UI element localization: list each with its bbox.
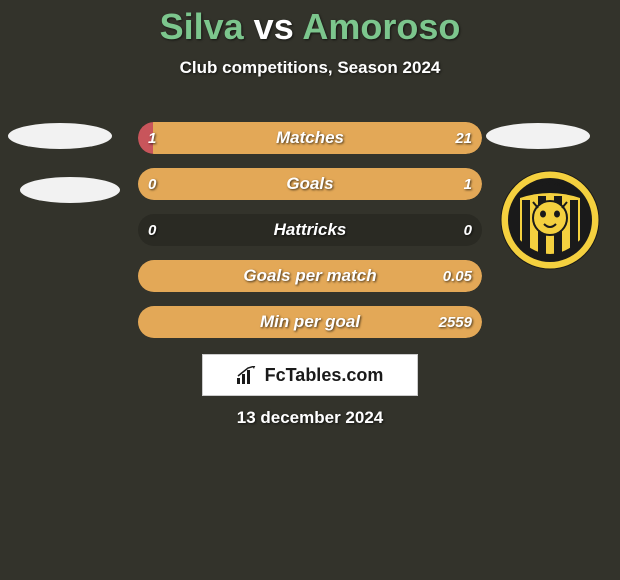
- player1-club-placeholder: [20, 177, 120, 203]
- title-player2: Amoroso: [302, 6, 460, 47]
- title-player1: Silva: [160, 6, 244, 47]
- stat-bar: Goals0 1: [138, 168, 482, 200]
- brand-chart-icon: [237, 366, 259, 384]
- player1-avatar-placeholder: [8, 123, 112, 149]
- date-text: 13 december 2024: [0, 408, 620, 428]
- stat-bar-right-value: 0: [464, 214, 472, 246]
- stat-bar: Matches1 21: [138, 122, 482, 154]
- stat-bar-right-value: 1: [464, 168, 472, 200]
- stat-bar-label: Min per goal: [138, 306, 482, 338]
- comparison-bars: Matches121Goals01Hattricks00Goals per ma…: [138, 122, 482, 352]
- club-badge-svg: THE STRONGEST: [500, 170, 600, 270]
- stat-bar-label: Hattricks: [138, 214, 482, 246]
- subtitle: Club competitions, Season 2024: [0, 58, 620, 78]
- player2-avatar-placeholder: [486, 123, 590, 149]
- stat-bar: Hattricks0 0: [138, 214, 482, 246]
- stat-bar-left-value: 1: [148, 122, 156, 154]
- stat-bar-right-value: 0.05: [443, 260, 472, 292]
- brand-text: FcTables.com: [265, 365, 384, 386]
- stat-bar-right-value: 21: [455, 122, 472, 154]
- player2-club-badge: THE STRONGEST: [500, 170, 600, 270]
- stat-bar-label: Matches: [138, 122, 482, 154]
- stat-bar-left-value: 0: [148, 214, 156, 246]
- stat-bar: Goals per match0.05: [138, 260, 482, 292]
- stat-bar-right-value: 2559: [439, 306, 472, 338]
- brand-box[interactable]: FcTables.com: [202, 354, 418, 396]
- stat-bar: Min per goal2559: [138, 306, 482, 338]
- stat-bar-label: Goals: [138, 168, 482, 200]
- page-title: Silva vs Amoroso: [0, 0, 620, 48]
- stat-bar-label: Goals per match: [138, 260, 482, 292]
- stat-bar-left-value: 0: [148, 168, 156, 200]
- title-vs: vs: [254, 6, 294, 47]
